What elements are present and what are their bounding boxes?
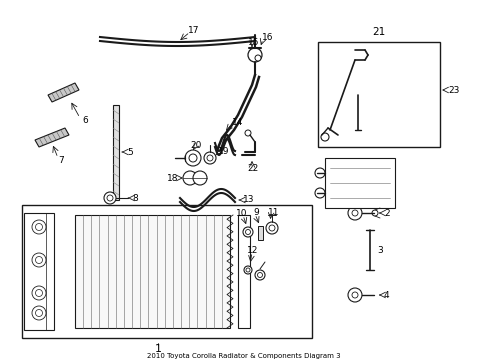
Circle shape bbox=[32, 286, 46, 300]
Text: 7: 7 bbox=[58, 156, 63, 165]
Circle shape bbox=[347, 206, 361, 220]
Circle shape bbox=[36, 256, 42, 264]
Circle shape bbox=[351, 210, 357, 216]
Circle shape bbox=[245, 268, 249, 272]
Text: 1: 1 bbox=[154, 344, 161, 354]
Text: 15: 15 bbox=[247, 37, 259, 46]
Text: 18: 18 bbox=[166, 174, 178, 183]
Circle shape bbox=[32, 253, 46, 267]
Text: 10: 10 bbox=[236, 208, 247, 217]
Circle shape bbox=[203, 152, 216, 164]
Text: 13: 13 bbox=[243, 194, 254, 203]
Circle shape bbox=[184, 150, 201, 166]
Circle shape bbox=[371, 210, 377, 216]
Circle shape bbox=[244, 266, 251, 274]
Text: 2010 Toyota Corolla Radiator & Components Diagram 3: 2010 Toyota Corolla Radiator & Component… bbox=[147, 353, 340, 359]
Text: 23: 23 bbox=[447, 86, 458, 95]
Circle shape bbox=[347, 288, 361, 302]
Text: 6: 6 bbox=[82, 116, 87, 125]
Circle shape bbox=[244, 130, 250, 136]
Circle shape bbox=[32, 306, 46, 320]
Bar bbox=[325, 158, 394, 208]
Text: 16: 16 bbox=[262, 32, 273, 41]
Circle shape bbox=[351, 292, 357, 298]
Bar bbox=[75, 215, 229, 328]
Circle shape bbox=[36, 310, 42, 316]
Text: 20: 20 bbox=[190, 140, 201, 149]
Text: 4: 4 bbox=[383, 291, 389, 300]
Circle shape bbox=[36, 289, 42, 297]
Circle shape bbox=[247, 48, 262, 62]
Polygon shape bbox=[35, 128, 69, 147]
Circle shape bbox=[265, 222, 278, 234]
Text: 19: 19 bbox=[218, 147, 229, 156]
Circle shape bbox=[268, 225, 274, 231]
Circle shape bbox=[320, 133, 328, 141]
Circle shape bbox=[243, 227, 252, 237]
Circle shape bbox=[32, 220, 46, 234]
Text: 11: 11 bbox=[267, 207, 279, 216]
Text: 2: 2 bbox=[383, 208, 389, 217]
Circle shape bbox=[193, 171, 206, 185]
Bar bbox=[238, 215, 249, 328]
Circle shape bbox=[314, 188, 325, 198]
Text: 14: 14 bbox=[231, 117, 243, 126]
Circle shape bbox=[189, 154, 197, 162]
Text: 5: 5 bbox=[127, 148, 132, 157]
Circle shape bbox=[107, 195, 113, 201]
Bar bbox=[24, 213, 54, 330]
Circle shape bbox=[104, 192, 116, 204]
Text: 9: 9 bbox=[252, 207, 258, 216]
Text: 12: 12 bbox=[246, 246, 258, 255]
Text: 3: 3 bbox=[376, 246, 382, 255]
Text: 21: 21 bbox=[372, 27, 385, 37]
Text: 8: 8 bbox=[132, 194, 138, 202]
Circle shape bbox=[245, 230, 250, 234]
Circle shape bbox=[36, 224, 42, 230]
Bar bbox=[113, 105, 119, 200]
Circle shape bbox=[257, 273, 262, 278]
Circle shape bbox=[206, 155, 213, 161]
Circle shape bbox=[314, 168, 325, 178]
Text: 17: 17 bbox=[187, 26, 199, 35]
Text: 22: 22 bbox=[246, 163, 258, 172]
Circle shape bbox=[183, 171, 197, 185]
Circle shape bbox=[254, 55, 261, 61]
Polygon shape bbox=[48, 83, 79, 102]
Bar bbox=[22, 205, 311, 338]
Bar bbox=[258, 226, 263, 240]
Bar bbox=[317, 42, 439, 147]
Circle shape bbox=[254, 270, 264, 280]
